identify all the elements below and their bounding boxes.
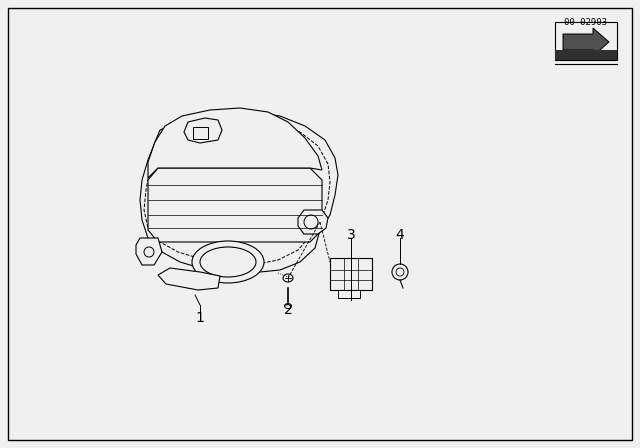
Text: 1: 1 bbox=[196, 311, 204, 325]
Bar bbox=[330, 258, 372, 290]
Text: 2: 2 bbox=[284, 303, 292, 317]
Polygon shape bbox=[148, 108, 322, 178]
Ellipse shape bbox=[200, 247, 256, 277]
Polygon shape bbox=[158, 268, 220, 290]
Bar bbox=[193, 127, 208, 139]
Polygon shape bbox=[298, 210, 328, 234]
Bar bbox=[338, 290, 360, 298]
Text: 4: 4 bbox=[396, 228, 404, 242]
Ellipse shape bbox=[283, 274, 293, 282]
Polygon shape bbox=[140, 112, 338, 272]
Circle shape bbox=[396, 268, 404, 276]
Circle shape bbox=[304, 215, 318, 229]
Bar bbox=[555, 22, 617, 60]
Circle shape bbox=[392, 264, 408, 280]
Ellipse shape bbox=[285, 303, 291, 309]
Text: 00 02903: 00 02903 bbox=[564, 18, 607, 27]
Polygon shape bbox=[136, 238, 162, 265]
Circle shape bbox=[144, 247, 154, 257]
Polygon shape bbox=[563, 28, 609, 56]
Polygon shape bbox=[184, 118, 222, 143]
Polygon shape bbox=[148, 168, 322, 242]
Bar bbox=[555, 50, 617, 60]
Text: 3: 3 bbox=[347, 228, 355, 242]
Ellipse shape bbox=[192, 241, 264, 283]
